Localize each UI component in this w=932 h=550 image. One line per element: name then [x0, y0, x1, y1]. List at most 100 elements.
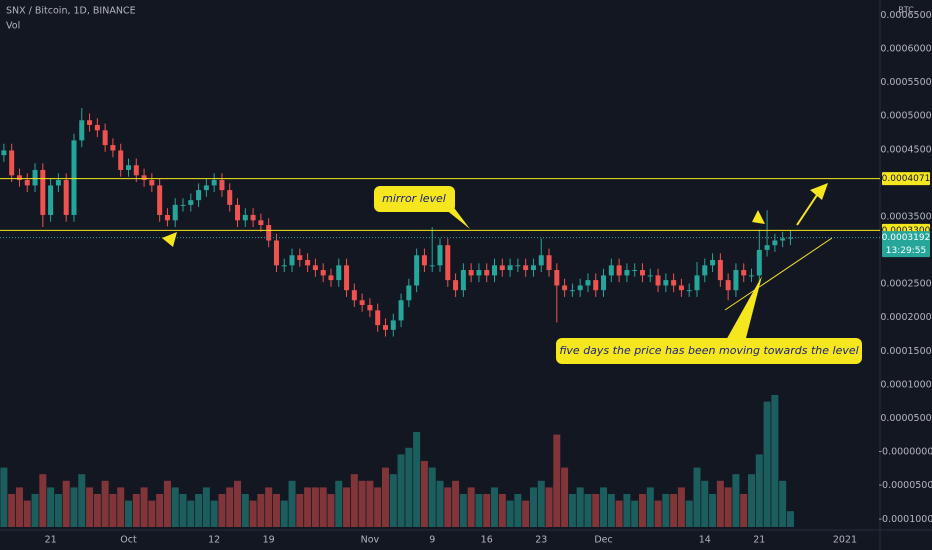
- candle-body: [375, 310, 381, 326]
- candle-body: [250, 214, 256, 221]
- volume-bar: [397, 454, 405, 527]
- volume-bar: [288, 480, 296, 527]
- volume-bar: [358, 480, 366, 527]
- volume-bar: [545, 487, 553, 527]
- volume-bar: [491, 487, 499, 527]
- candle-body: [406, 285, 412, 301]
- candle-body: [725, 280, 731, 291]
- candle-body: [608, 265, 614, 276]
- candle-body: [710, 259, 716, 266]
- candle-body: [102, 130, 108, 146]
- volume-bar: [786, 511, 794, 527]
- volume-bar: [701, 480, 709, 527]
- candle-body: [188, 200, 194, 205]
- candle-body: [312, 265, 318, 271]
- candle-body: [125, 165, 131, 170]
- candle-body: [577, 285, 583, 291]
- volume-bar: [272, 494, 280, 527]
- volume-bar: [78, 474, 86, 527]
- candle-body: [601, 275, 607, 291]
- x-tick-label: 23: [535, 535, 547, 546]
- candle-body: [717, 259, 723, 281]
- candle-body: [593, 280, 599, 291]
- volume-bar: [724, 487, 732, 527]
- volume-bar: [646, 487, 654, 527]
- level-tag: [882, 172, 930, 186]
- volume-bar: [140, 487, 148, 527]
- last-price-tag: [882, 231, 930, 258]
- chart-title: SNX / Bitcoin, 1D, BINANCE: [6, 6, 136, 17]
- y-tick-label: 0.0004500: [880, 144, 931, 155]
- y-tick-label: 0.0005500: [880, 77, 931, 88]
- y-tick-label: 0.0005000: [880, 111, 931, 122]
- x-tick-label: 2021: [833, 535, 857, 546]
- candle-body: [398, 300, 404, 321]
- volume-bar: [39, 474, 47, 527]
- y-tick-label: 0.0001000: [880, 379, 931, 390]
- level-tag-label: 0.0003300: [882, 226, 931, 236]
- volume-bar: [537, 480, 545, 527]
- candle-body: [562, 285, 568, 291]
- volume-bar: [709, 494, 717, 527]
- candle-body: [328, 275, 334, 281]
- callout-pointer: [725, 276, 762, 342]
- y-tick-label: 0.0003500: [880, 211, 931, 222]
- candle-body: [211, 180, 217, 186]
- candle-body: [40, 169, 46, 215]
- candle-body: [172, 204, 178, 221]
- volume-bar: [187, 500, 195, 527]
- y-tick-label: 0.0006000: [880, 44, 931, 55]
- candle-body: [196, 190, 202, 201]
- volume-bar: [553, 434, 561, 527]
- candle-body: [118, 150, 124, 170]
- volume-bar: [677, 487, 685, 527]
- volume-bar: [86, 487, 94, 527]
- volume-label: Vol: [6, 21, 20, 32]
- y-tick-label: -0.0001000: [879, 514, 932, 525]
- volume-bar: [0, 467, 8, 527]
- candle-body: [94, 124, 100, 131]
- candle-body: [48, 185, 54, 215]
- volume-bar: [732, 474, 740, 527]
- volume-bar: [109, 494, 117, 527]
- volume-bar: [296, 494, 304, 527]
- volume-bar: [436, 480, 444, 527]
- volume-bar: [265, 487, 273, 527]
- candle-body: [647, 275, 653, 277]
- volume-bar: [685, 500, 693, 527]
- volume-bar: [226, 487, 234, 527]
- candle-body: [110, 145, 116, 151]
- candle-body: [507, 265, 513, 271]
- volume-bar: [389, 474, 397, 527]
- level-tag-label: 0.0004071: [882, 174, 931, 184]
- volume-bar: [607, 494, 615, 527]
- y-tick-label: 0.0001500: [880, 346, 931, 357]
- callout-box: [374, 186, 455, 212]
- candle-body: [71, 140, 77, 215]
- x-tick-label: 14: [699, 535, 711, 546]
- volume-bar: [631, 500, 639, 527]
- callout-box: [556, 338, 862, 364]
- volume-bar: [413, 431, 421, 527]
- drawings: mirror level five days the price has bee…: [162, 183, 862, 364]
- volume-layer: [0, 395, 794, 527]
- candle-body: [219, 180, 225, 191]
- volume-bar: [638, 494, 646, 527]
- candle-body: [429, 265, 435, 267]
- volume-bar: [467, 487, 475, 527]
- arrow-head: [752, 210, 765, 224]
- candle-body: [733, 270, 739, 291]
- price-layer: [0, 108, 880, 337]
- candle-body: [258, 220, 264, 226]
- candle-body: [242, 214, 248, 221]
- candle-body: [273, 240, 279, 266]
- volume-bar: [420, 461, 428, 527]
- volume-bar: [452, 480, 460, 527]
- candle-body: [764, 245, 770, 250]
- candle-body: [266, 225, 272, 241]
- candle-body: [655, 275, 661, 286]
- volume-bar: [405, 447, 413, 527]
- x-tick-label: Dec: [594, 535, 612, 546]
- candle-body: [180, 204, 186, 206]
